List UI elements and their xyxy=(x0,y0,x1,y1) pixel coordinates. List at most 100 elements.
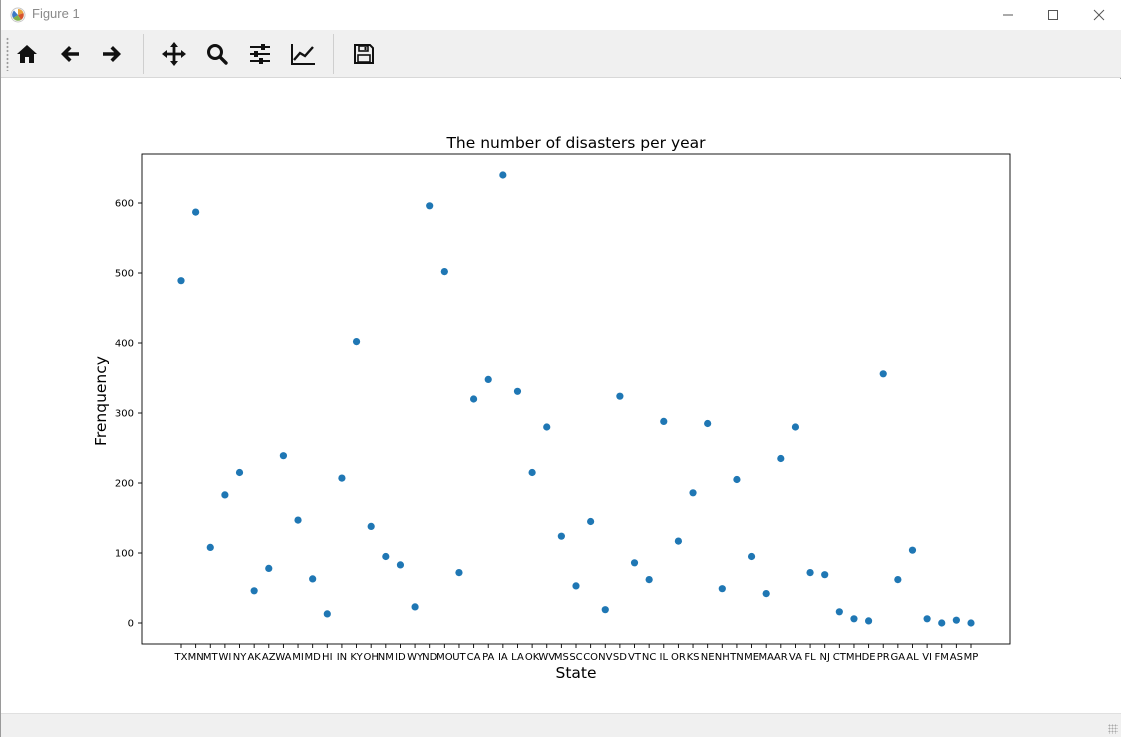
x-tick-label: VA xyxy=(789,652,802,663)
x-tick-label: OH xyxy=(363,652,378,663)
x-tick-label: NY xyxy=(233,652,247,663)
forward-button[interactable] xyxy=(94,36,130,72)
x-tick-label: AS xyxy=(950,652,963,663)
x-tick-label: KY xyxy=(350,652,363,663)
x-tick-label: OR xyxy=(671,652,686,663)
window-title: Figure 1 xyxy=(32,6,80,21)
data-point xyxy=(806,569,814,577)
pan-button[interactable] xyxy=(156,36,192,72)
x-tick-label: ID xyxy=(395,652,406,663)
x-tick-label: WA xyxy=(275,652,291,663)
x-tick-label: DE xyxy=(862,652,876,663)
x-tick-label: UT xyxy=(452,652,466,663)
x-tick-label: CO xyxy=(583,652,598,663)
x-tick-label: NV xyxy=(598,652,612,663)
x-tick-label: LA xyxy=(511,652,524,663)
data-point xyxy=(864,617,873,625)
data-point xyxy=(747,552,756,561)
zoom-button[interactable] xyxy=(199,36,235,72)
x-tick-label: MA xyxy=(758,652,774,663)
x-tick-label: AK xyxy=(247,652,261,663)
x-tick-label: HI xyxy=(322,652,332,663)
y-tick-label: 500 xyxy=(115,269,134,280)
minimize-icon xyxy=(1003,14,1013,16)
data-point xyxy=(528,468,536,477)
axes-frame xyxy=(141,153,1011,645)
resize-grip[interactable] xyxy=(1108,724,1118,734)
edit-axis-button[interactable] xyxy=(285,36,321,72)
scatter-chart: The number of disasters per year 0 100 200… xyxy=(92,134,1011,682)
x-tick-label: KS xyxy=(687,652,700,663)
x-tick-label: AR xyxy=(774,652,788,663)
data-point xyxy=(177,277,185,285)
x-tick-label: GA xyxy=(891,652,906,663)
data-point xyxy=(908,546,917,554)
y-tick-label: 100 xyxy=(115,549,134,560)
x-tick-label: NM xyxy=(378,652,394,663)
data-point xyxy=(367,522,375,530)
x-tick-label: MP xyxy=(964,652,979,663)
data-point xyxy=(323,610,331,618)
home-button[interactable] xyxy=(9,36,45,72)
x-tick-label: NH xyxy=(715,652,730,663)
close-icon xyxy=(1093,9,1105,21)
data-point xyxy=(309,575,317,583)
data-point xyxy=(777,454,785,463)
x-tick-label: WV xyxy=(538,652,555,663)
data-point xyxy=(513,387,522,395)
y-tick-label: 300 xyxy=(115,409,134,420)
data-point xyxy=(440,268,448,276)
y-axis-label: Frenquency xyxy=(92,356,110,446)
x-tick-label: TN xyxy=(729,652,744,663)
toolbar-grip[interactable] xyxy=(6,37,9,71)
data-point xyxy=(645,576,653,584)
data-point xyxy=(923,615,931,623)
configure-subplots-button[interactable] xyxy=(242,36,278,72)
x-tick-label: TX xyxy=(174,652,188,663)
y-tick-label: 600 xyxy=(115,199,134,210)
data-point xyxy=(469,395,478,403)
data-point xyxy=(835,608,843,616)
data-point xyxy=(221,491,229,499)
x-tick-label: VT xyxy=(628,652,642,663)
x-tick-label: MI xyxy=(292,652,304,663)
toolbar-separator xyxy=(143,34,144,74)
x-tick-label: IN xyxy=(337,652,347,663)
maximize-button[interactable] xyxy=(1030,0,1076,30)
plot-area: 0 100 200 300 400 500 600 TX MN MT WI NY AK AZ WA MI MD H… xyxy=(115,153,1011,663)
close-button[interactable] xyxy=(1076,0,1121,30)
data-point xyxy=(279,452,288,460)
x-tick-label: SC xyxy=(569,652,582,663)
data-point xyxy=(689,489,697,497)
zoom-magnifier-icon xyxy=(207,44,228,65)
x-tick-label: IL xyxy=(660,652,669,663)
title-bar: Figure 1 xyxy=(1,0,1121,30)
status-bar xyxy=(1,713,1121,737)
data-point xyxy=(294,516,302,524)
data-point xyxy=(192,208,200,216)
data-point xyxy=(338,474,346,482)
x-tick-label: MD xyxy=(305,652,322,663)
configure-subplots-icon xyxy=(250,44,270,64)
x-tick-label: ME xyxy=(744,652,759,663)
data-point xyxy=(455,569,463,577)
x-tick-label: MS xyxy=(554,652,569,663)
x-tick-label: OK xyxy=(525,652,540,663)
minimize-button[interactable] xyxy=(985,0,1031,30)
x-tick-label: MT xyxy=(203,652,219,663)
data-point xyxy=(235,468,244,477)
back-button[interactable] xyxy=(52,36,88,72)
x-tick-label: NE xyxy=(701,652,715,663)
figure-canvas[interactable]: The number of disasters per year 0 100 200… xyxy=(2,79,1121,713)
forward-arrow-icon xyxy=(103,46,121,62)
edit-axis-icon xyxy=(291,44,315,65)
data-point xyxy=(572,582,580,590)
save-button[interactable] xyxy=(346,36,382,72)
data-point xyxy=(733,475,741,484)
x-tick-label: CT xyxy=(833,652,847,663)
x-tick-label: NC xyxy=(642,652,656,663)
data-point xyxy=(396,561,405,569)
x-tick-label: MN xyxy=(188,652,204,663)
data-point xyxy=(250,587,258,595)
